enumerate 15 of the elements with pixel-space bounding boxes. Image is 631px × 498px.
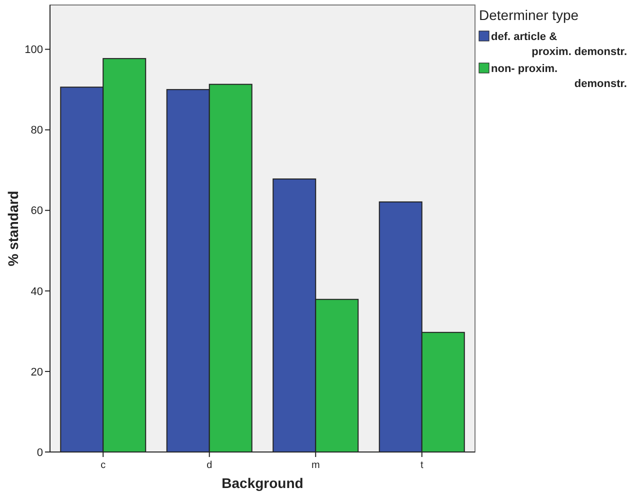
x-tick-label: c [100, 460, 106, 471]
legend-label: def. article & proxim. demonstr. [491, 31, 627, 58]
y-tick-label: 20 [30, 366, 43, 378]
x-tick-label: m [311, 460, 320, 471]
y-tick-label: 0 [36, 446, 43, 459]
y-tick-label: 100 [24, 44, 43, 56]
x-tick-label: d [206, 460, 212, 471]
y-axis-title: % standard [5, 190, 21, 266]
y-tick-label: 60 [30, 205, 43, 218]
y-tick-label: 80 [30, 124, 43, 137]
x-tick-label: t [420, 460, 424, 471]
text: non- proxim. demonstr. [491, 63, 627, 90]
y-tick-label: 40 [30, 286, 43, 298]
x-axis-title: Background [222, 475, 304, 491]
legend-title: Determiner type [479, 7, 579, 23]
